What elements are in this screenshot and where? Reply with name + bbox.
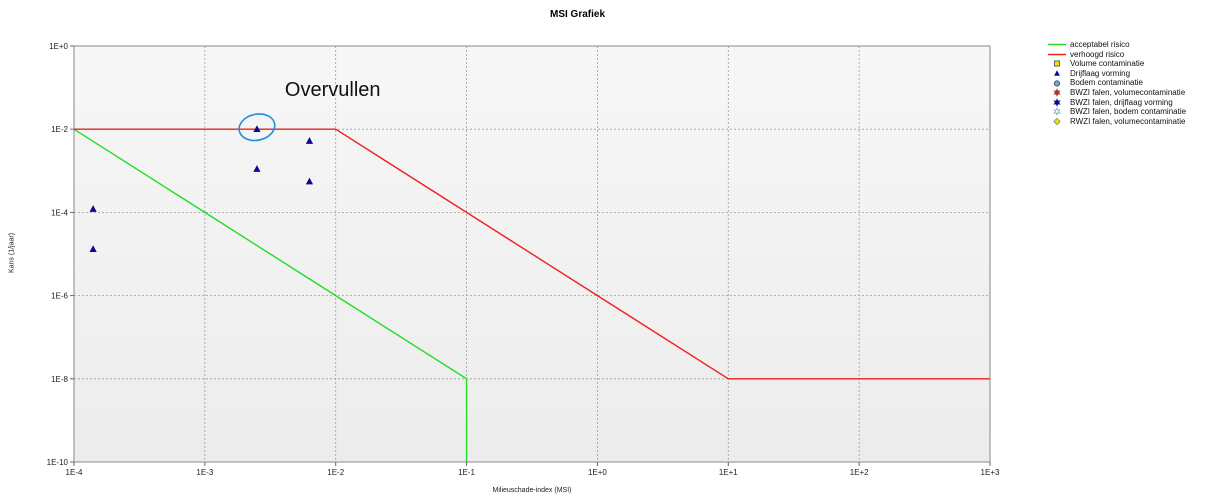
legend-symbol-svg	[1053, 98, 1061, 107]
legend-symbol	[1046, 40, 1068, 50]
legend-marker-swatch	[1053, 107, 1061, 117]
series-layer	[73, 125, 990, 462]
y-tick-label: 1E-6	[51, 292, 68, 301]
x-tick-label: 1E-4	[66, 468, 83, 477]
x-axis-label: Milieuschade-index (MSI)	[492, 487, 572, 494]
legend-marker-swatch	[1053, 117, 1061, 126]
data-point-drijflaag-vorming	[305, 177, 314, 185]
x-tick-label: 1E+2	[850, 468, 869, 477]
legend-symbol-svg	[1054, 61, 1060, 67]
x-tick-label: 1E+0	[588, 468, 607, 477]
legend-item: BWZI falen, bodem contaminatie	[1046, 107, 1211, 117]
legend-symbol-svg	[1053, 80, 1061, 87]
series-line-verhoogd-risico	[74, 128, 990, 380]
legend-symbol	[1046, 107, 1068, 117]
y-axis-label: Kans (1/jaar)	[8, 232, 16, 274]
legend-symbol	[1046, 117, 1068, 127]
y-axis-label-wrap: Kans (1/jaar)	[6, 0, 18, 501]
y-tick-label: 1E-4	[51, 208, 68, 217]
y-tick-label: 1E-8	[51, 375, 68, 384]
legend-item: Volume contaminatie	[1046, 59, 1211, 69]
data-point-drijflaag-vorming	[305, 137, 314, 144]
data-point-drijflaag-vorming	[89, 205, 97, 212]
legend-item: acceptabel risico	[1046, 40, 1211, 50]
data-point-drijflaag-vorming	[253, 165, 261, 172]
legend-label: BWZI falen, volumecontaminatie	[1070, 87, 1186, 97]
legend-symbol-svg	[1048, 53, 1066, 56]
legend-symbol-svg	[1053, 117, 1061, 126]
legend-symbol	[1046, 88, 1068, 98]
x-tick-label: 1E-2	[327, 468, 344, 477]
legend-marker-swatch	[1053, 98, 1061, 107]
legend-symbol-svg	[1054, 70, 1060, 76]
annotation-label: Overvullen	[285, 79, 381, 101]
legend-label: verhoogd risico	[1070, 49, 1125, 59]
tick-labels: 1E-4 1E-3 1E-2 1E-1 1E+0 1E+1 1E+2 1E+3 1E+0 1E-2…	[47, 42, 1000, 477]
legend-symbol-svg	[1053, 107, 1061, 117]
x-tick-label: 1E-3	[196, 468, 213, 477]
annotation-ellipse	[238, 113, 276, 142]
legend-item: Bodem contaminatie	[1046, 78, 1211, 88]
legend-symbol	[1046, 78, 1068, 88]
legend-item: RWZI falen, volumecontaminatie	[1046, 117, 1211, 127]
x-tick-label: 1E-1	[458, 468, 475, 477]
legend-label: Volume contaminatie	[1070, 59, 1145, 69]
legend-label: RWZI falen, volumecontaminatie	[1070, 116, 1186, 126]
legend-marker-swatch	[1054, 61, 1060, 67]
x-tick-label: 1E+1	[719, 468, 738, 477]
grid-lines	[70, 45, 991, 466]
legend-marker-swatch	[1054, 70, 1060, 76]
legend-label: Bodem contaminatie	[1070, 78, 1143, 88]
data-point-drijflaag-vorming	[253, 125, 261, 132]
data-point-drijflaag-vorming	[89, 245, 97, 253]
x-tick-label: 1E+3	[981, 468, 1000, 477]
legend-symbol	[1046, 50, 1068, 60]
legend-marker-swatch	[1053, 88, 1061, 97]
legend-symbol-svg	[1053, 88, 1061, 97]
legend-symbol	[1046, 98, 1068, 108]
legend-label: acceptabel risico	[1070, 40, 1130, 49]
legend-label: Drijflaag vorming	[1070, 68, 1131, 78]
legend-item: BWZI falen, drijflaag vorming	[1046, 98, 1211, 108]
legend-symbol	[1046, 59, 1068, 69]
legend-label: BWZI falen, drijflaag vorming	[1070, 97, 1173, 107]
legend-item: BWZI falen, volumecontaminatie	[1046, 88, 1211, 98]
legend-item: Drijflaag vorming	[1046, 69, 1211, 79]
legend-symbol-svg	[1048, 44, 1066, 46]
legend-item: verhoogd risico	[1046, 50, 1211, 60]
chart-title: MSI Grafiek	[549, 9, 606, 20]
y-tick-label: 1E+0	[49, 42, 68, 51]
legend-marker-swatch	[1053, 80, 1061, 87]
y-tick-label: 1E-2	[51, 125, 68, 134]
series-line-acceptabel-risico	[73, 128, 468, 462]
legend: acceptabel risico verhoogd risico Volume c…	[1046, 40, 1211, 126]
annotation-layer: Overvullen	[238, 79, 381, 142]
legend-symbol	[1046, 69, 1068, 79]
y-tick-label: 1E-10	[47, 458, 69, 467]
legend-label: BWZI falen, bodem contaminatie	[1070, 107, 1187, 117]
